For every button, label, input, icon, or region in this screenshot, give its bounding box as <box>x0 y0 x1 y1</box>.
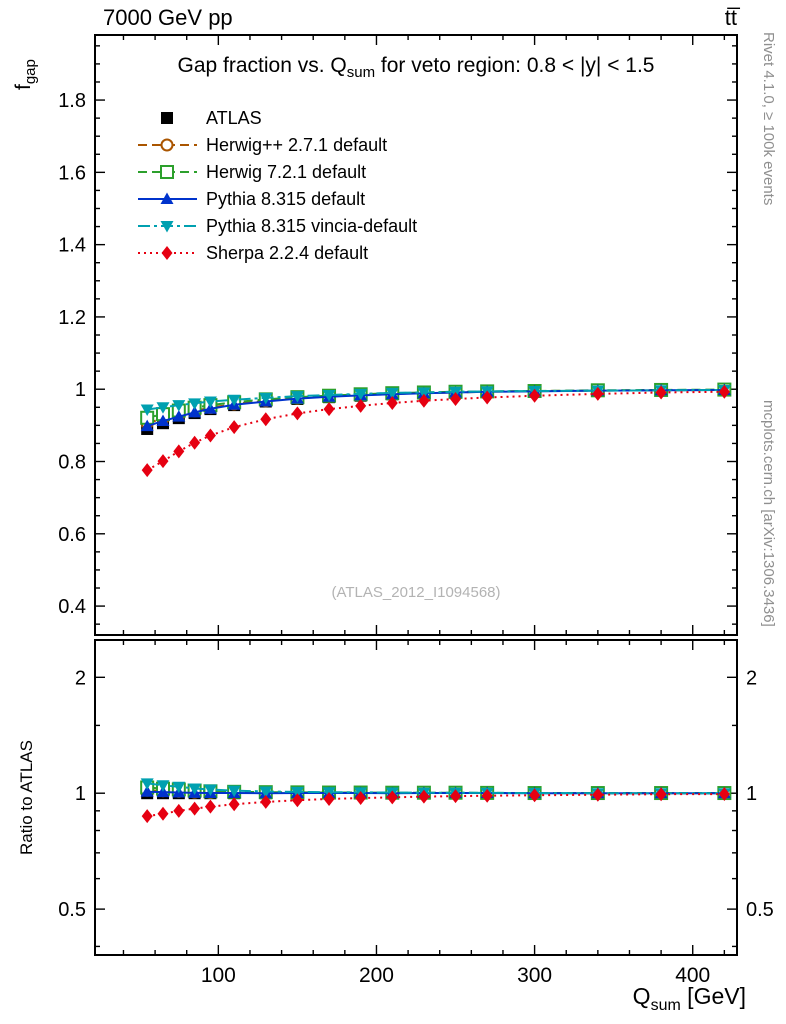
beam-energy-label: 7000 GeV pp <box>103 5 233 30</box>
svg-text:Herwig 7.2.1 default: Herwig 7.2.1 default <box>206 162 366 182</box>
svg-text:1.6: 1.6 <box>58 162 86 184</box>
svg-text:Pythia 8.315 default: Pythia 8.315 default <box>206 189 365 209</box>
x-axis-label: Qsum [GeV] <box>633 983 746 1014</box>
svg-text:1.4: 1.4 <box>58 235 86 257</box>
watermark: (ATLAS_2012_I1094568) <box>331 584 500 601</box>
y-axis-label-fgap: fgap <box>12 59 39 90</box>
svg-text:100: 100 <box>201 964 236 987</box>
svg-text:Pythia 8.315 vincia-default: Pythia 8.315 vincia-default <box>206 216 417 236</box>
svg-text:200: 200 <box>359 964 394 987</box>
svg-text:0.4: 0.4 <box>58 596 86 618</box>
ratio-series-layer <box>140 778 732 824</box>
svg-text:2: 2 <box>746 667 757 689</box>
main-series-layer <box>140 382 732 478</box>
svg-text:1: 1 <box>746 783 757 805</box>
axes-frame: 100 200 300 400 0.4 0.6 0.8 1 1.2 1.4 1.6 1.8 0.5 0.5… <box>58 34 774 987</box>
svg-text:1.2: 1.2 <box>58 307 86 329</box>
svg-text:1: 1 <box>75 379 86 401</box>
legend: ATLAS Herwig++ 2.7.1 default Herwig 7.2.1 … <box>138 108 417 263</box>
svg-text:1: 1 <box>75 783 86 805</box>
mcplots-credit-label: mcplots.cern.ch [arXiv:1306.3436] <box>760 400 777 627</box>
svg-text:0.5: 0.5 <box>746 899 774 921</box>
rivet-version-label: Rivet 4.1.0, ≥ 100k events <box>760 32 777 205</box>
svg-text:400: 400 <box>675 964 710 987</box>
svg-text:2: 2 <box>75 667 86 689</box>
svg-text:0.8: 0.8 <box>58 452 86 474</box>
svg-text:ATLAS: ATLAS <box>206 108 262 128</box>
svg-text:1.8: 1.8 <box>58 90 86 112</box>
svg-text:Sherpa 2.2.4 default: Sherpa 2.2.4 default <box>206 243 368 263</box>
svg-text:0.5: 0.5 <box>58 899 86 921</box>
y-axis-label-ratio: Ratio to ATLAS <box>17 740 36 855</box>
svg-text:Herwig++ 2.7.1 default: Herwig++ 2.7.1 default <box>206 135 387 155</box>
process-label: tt̅ <box>725 5 741 30</box>
svg-text:0.6: 0.6 <box>58 524 86 546</box>
plot-title: Gap fraction vs. Qsum for veto region: 0… <box>178 54 655 81</box>
svg-text:300: 300 <box>517 964 552 987</box>
